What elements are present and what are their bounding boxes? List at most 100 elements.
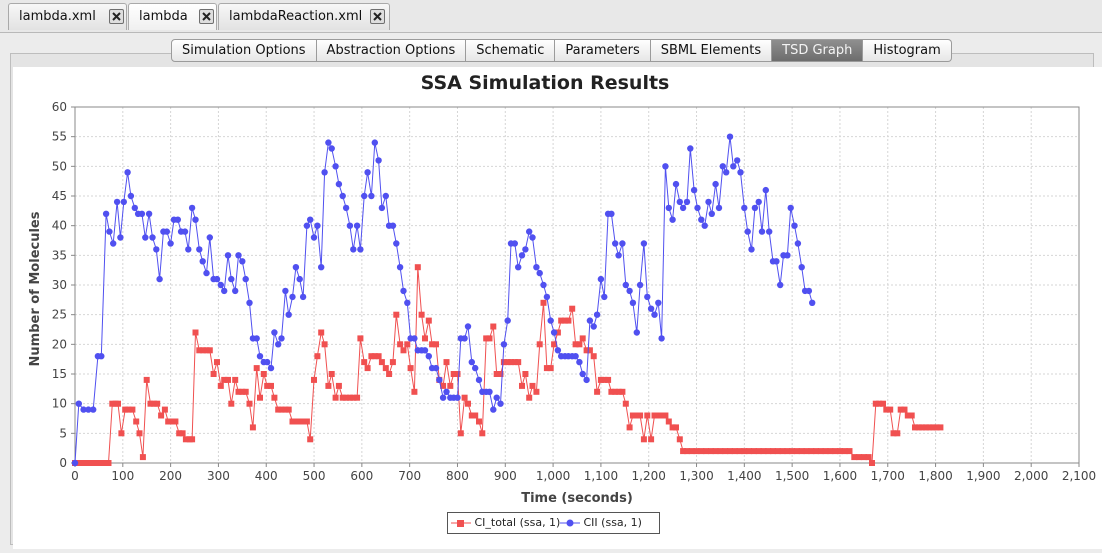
data-point-cii bbox=[705, 198, 712, 206]
tab-abstraction-options[interactable]: Abstraction Options bbox=[316, 39, 467, 62]
tab-tsd-graph[interactable]: TSD Graph bbox=[772, 39, 864, 62]
data-point-ci-total bbox=[303, 418, 310, 425]
tab-simulation-options[interactable]: Simulation Options bbox=[171, 39, 317, 62]
data-point-ci-total bbox=[712, 448, 719, 455]
data-point-ci-total bbox=[350, 394, 357, 401]
data-point-cii bbox=[138, 210, 146, 217]
y-tick-label: 20 bbox=[52, 337, 67, 351]
data-point-ci-total bbox=[547, 365, 554, 372]
data-point-ci-total bbox=[285, 406, 292, 413]
x-tick-label: 0 bbox=[71, 469, 79, 483]
tab-histogram[interactable]: Histogram bbox=[863, 39, 952, 62]
data-point-ci-total bbox=[397, 341, 404, 348]
data-point-cii bbox=[590, 323, 597, 330]
data-point-ci-total bbox=[665, 418, 672, 425]
data-point-ci-total bbox=[321, 341, 328, 348]
data-point-ci-total bbox=[640, 436, 647, 443]
data-point-ci-total bbox=[813, 448, 819, 455]
data-point-cii bbox=[264, 358, 271, 366]
close-icon[interactable] bbox=[370, 9, 385, 24]
data-point-cii bbox=[608, 210, 615, 217]
data-point-ci-total bbox=[318, 329, 325, 336]
data-point-ci-total bbox=[789, 448, 796, 455]
data-point-ci-total bbox=[371, 353, 378, 360]
data-point-ci-total bbox=[292, 418, 299, 425]
file-tab-lambda[interactable]: lambda bbox=[128, 3, 217, 30]
red-square-marker-icon bbox=[451, 520, 471, 527]
data-point-ci-total bbox=[300, 418, 307, 425]
data-point-ci-total bbox=[822, 448, 829, 455]
data-point-cii bbox=[285, 311, 292, 318]
data-point-ci-total bbox=[669, 424, 676, 431]
data-point-cii bbox=[339, 192, 346, 200]
data-point-cii bbox=[486, 388, 493, 395]
data-point-ci-total bbox=[722, 448, 729, 455]
data-point-ci-total bbox=[597, 376, 604, 383]
data-point-ci-total bbox=[750, 448, 757, 455]
data-point-ci-total bbox=[901, 406, 908, 413]
data-point-cii bbox=[701, 222, 708, 229]
data-point-cii bbox=[529, 234, 536, 241]
tab-parameters[interactable]: Parameters bbox=[555, 39, 651, 62]
data-point-ci-total bbox=[206, 347, 213, 354]
data-point-cii bbox=[361, 192, 368, 200]
data-point-ci-total bbox=[176, 430, 183, 437]
tsd-graph-chart[interactable]: SSA Simulation Results Number of Molecul… bbox=[13, 67, 1102, 549]
file-tab-lambda-xml[interactable]: lambda.xml bbox=[8, 3, 127, 30]
data-point-ci-total bbox=[109, 400, 116, 407]
data-point-ci-total bbox=[784, 448, 791, 455]
data-point-ci-total bbox=[433, 341, 439, 348]
tab-sbml-elements[interactable]: SBML Elements bbox=[650, 39, 773, 62]
data-point-cii bbox=[773, 258, 780, 265]
data-point-cii bbox=[651, 311, 658, 318]
data-point-cii bbox=[206, 234, 213, 241]
close-icon[interactable] bbox=[109, 9, 124, 24]
data-point-cii bbox=[221, 287, 228, 295]
data-point-ci-total bbox=[450, 371, 457, 377]
data-point-ci-total bbox=[755, 448, 762, 455]
data-point-cii bbox=[679, 204, 687, 212]
data-point-ci-total bbox=[289, 418, 296, 425]
x-tick-label: 1,800 bbox=[918, 469, 952, 483]
data-point-cii bbox=[235, 252, 242, 259]
data-point-ci-total bbox=[904, 412, 911, 419]
data-point-cii bbox=[357, 246, 364, 253]
data-point-ci-total bbox=[803, 448, 810, 455]
data-point-ci-total bbox=[894, 430, 901, 437]
x-tick-label: 200 bbox=[159, 469, 182, 483]
data-point-ci-total bbox=[622, 400, 629, 407]
data-point-ci-total bbox=[343, 394, 350, 401]
data-point-ci-total bbox=[275, 406, 282, 413]
data-point-ci-total bbox=[368, 353, 375, 360]
data-point-cii bbox=[787, 204, 794, 212]
y-tick-label: 5 bbox=[59, 426, 67, 440]
close-icon[interactable] bbox=[199, 9, 214, 24]
data-point-cii bbox=[328, 145, 335, 152]
tab-schematic[interactable]: Schematic bbox=[466, 39, 556, 62]
data-point-ci-total bbox=[793, 448, 800, 455]
data-point-ci-total bbox=[443, 359, 450, 366]
data-point-ci-total bbox=[526, 394, 533, 401]
data-point-cii bbox=[730, 163, 737, 170]
data-point-ci-total bbox=[257, 394, 263, 401]
blue-circle-marker-icon bbox=[560, 519, 580, 527]
data-point-cii bbox=[350, 246, 357, 253]
data-point-ci-total bbox=[688, 448, 695, 455]
data-point-ci-total bbox=[81, 460, 88, 466]
data-point-ci-total bbox=[91, 460, 98, 466]
x-tick-label: 600 bbox=[350, 469, 373, 483]
x-tick-label: 1,600 bbox=[823, 469, 857, 483]
chart-area[interactable]: SSA Simulation Results Number of Molecul… bbox=[13, 67, 1102, 549]
data-point-ci-total bbox=[115, 400, 121, 407]
data-point-cii bbox=[396, 264, 404, 271]
data-point-ci-total bbox=[933, 424, 940, 431]
data-point-cii bbox=[798, 264, 805, 271]
data-point-ci-total bbox=[869, 460, 875, 466]
x-tick-label: 1,200 bbox=[632, 469, 666, 483]
data-point-cii bbox=[533, 264, 540, 271]
file-tab-lambda-reaction-xml[interactable]: lambdaReaction.xml bbox=[218, 3, 390, 30]
data-point-cii bbox=[375, 157, 382, 164]
data-point-ci-total bbox=[876, 400, 883, 407]
data-point-ci-total bbox=[658, 412, 665, 419]
data-point-cii bbox=[213, 275, 221, 283]
